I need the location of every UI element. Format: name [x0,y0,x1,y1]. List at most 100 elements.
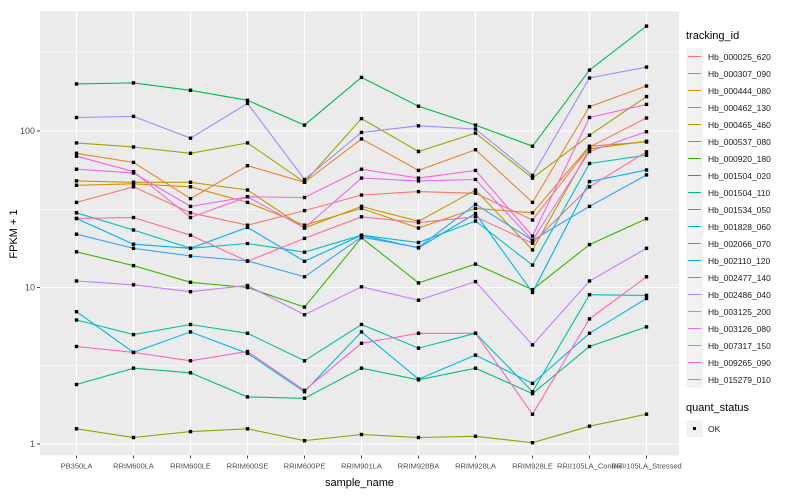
data-point [359,176,364,180]
legend-entries: Hb_000025_620 Hb_000307_090 Hb_000444_080 H… [686,48,798,388]
data-point [74,318,79,322]
legend-entry-label: Hb_001828_060 [708,221,771,232]
data-point [587,204,592,209]
data-point [302,177,307,182]
data-point [644,293,649,298]
data-point [131,169,136,174]
data-point [530,441,535,445]
data-point [530,287,535,292]
data-point [587,317,592,321]
legend-key-box [686,82,703,99]
data-point [359,137,364,141]
data-point [188,246,193,250]
legend-key-box [686,218,703,235]
data-point [359,206,364,211]
data-point [587,133,592,137]
legend-entry-label: Hb_000920_180 [708,153,771,164]
data-point [188,88,193,92]
data-point [359,432,364,437]
data-point [587,293,592,297]
data-point [530,218,535,222]
legend-entry: Hb_000444_080 [686,82,798,99]
legend-key-line-icon [688,327,701,330]
legend-key-line-icon [688,259,701,262]
data-point [644,153,649,157]
data-point [359,116,364,121]
data-point [188,359,193,363]
data-point [245,241,250,246]
legend-entry: Hb_000465_460 [686,116,798,133]
legend-key-box [686,48,703,65]
data-point [188,429,193,434]
data-point [74,250,79,254]
series-points [74,24,649,445]
data-point [530,211,535,215]
x-axis-tick-label: RRIM600LE [170,462,211,471]
data-point [473,219,478,223]
data-point [302,180,307,184]
data-point [644,24,649,28]
legend-key-box [686,303,703,320]
data-point [74,154,79,158]
data-point [302,250,307,254]
data-point [188,371,193,375]
data-point [188,185,193,189]
data-point [188,215,193,220]
data-point [245,164,250,168]
x-axis-tick-label: RRIM600PE [284,462,326,471]
data-point [188,180,193,184]
data-point [473,168,478,173]
data-point [302,305,307,309]
data-point [188,204,193,209]
legend-entry: Hb_002066_070 [686,235,798,252]
data-point [359,330,364,334]
data-point [530,390,535,394]
data-point [644,150,649,154]
data-point [131,332,136,337]
data-point [245,395,250,399]
legend-entry: Hb_003125_200 [686,303,798,320]
data-point [416,179,421,183]
legend-entry-label: Hb_000537_080 [708,136,771,147]
data-point [530,248,535,252]
data-point [359,167,364,171]
data-point [74,279,79,283]
data-point [359,322,364,327]
x-axis-tick-label: RRIM600LA [113,462,154,471]
data-point [131,81,136,85]
data-point [530,290,535,295]
data-point [131,246,136,250]
data-point [74,151,79,155]
legend-key-box [686,235,703,252]
legend-entry: Hb_000462_130 [686,99,798,116]
data-point [473,148,478,152]
data-point [530,176,535,180]
data-point [74,216,79,221]
data-point [131,435,136,440]
data-point [416,220,421,225]
legend-key-box [686,116,703,133]
data-point [245,283,250,288]
data-point [74,200,79,205]
legend-entry-label: Hb_000465_460 [708,119,771,130]
data-point [188,330,193,334]
data-point [587,242,592,247]
x-axis-tick-label: RRIM928LA [455,462,496,471]
y-axis-tick-label: 1 [30,439,35,449]
data-point [188,322,193,327]
legend-key-box [686,337,703,354]
data-point [245,225,250,230]
data-point [530,381,535,386]
data-point [473,127,478,131]
data-point [302,313,307,317]
data-point [188,254,193,258]
legend-key-line-icon [688,344,701,347]
data-point [245,349,250,354]
x-axis-tick-label: RRIM600SE [227,462,269,471]
data-point [587,76,592,80]
data-point [359,193,364,197]
data-point [416,281,421,285]
data-point [473,211,478,216]
data-point [416,104,421,108]
data-point [74,310,79,314]
